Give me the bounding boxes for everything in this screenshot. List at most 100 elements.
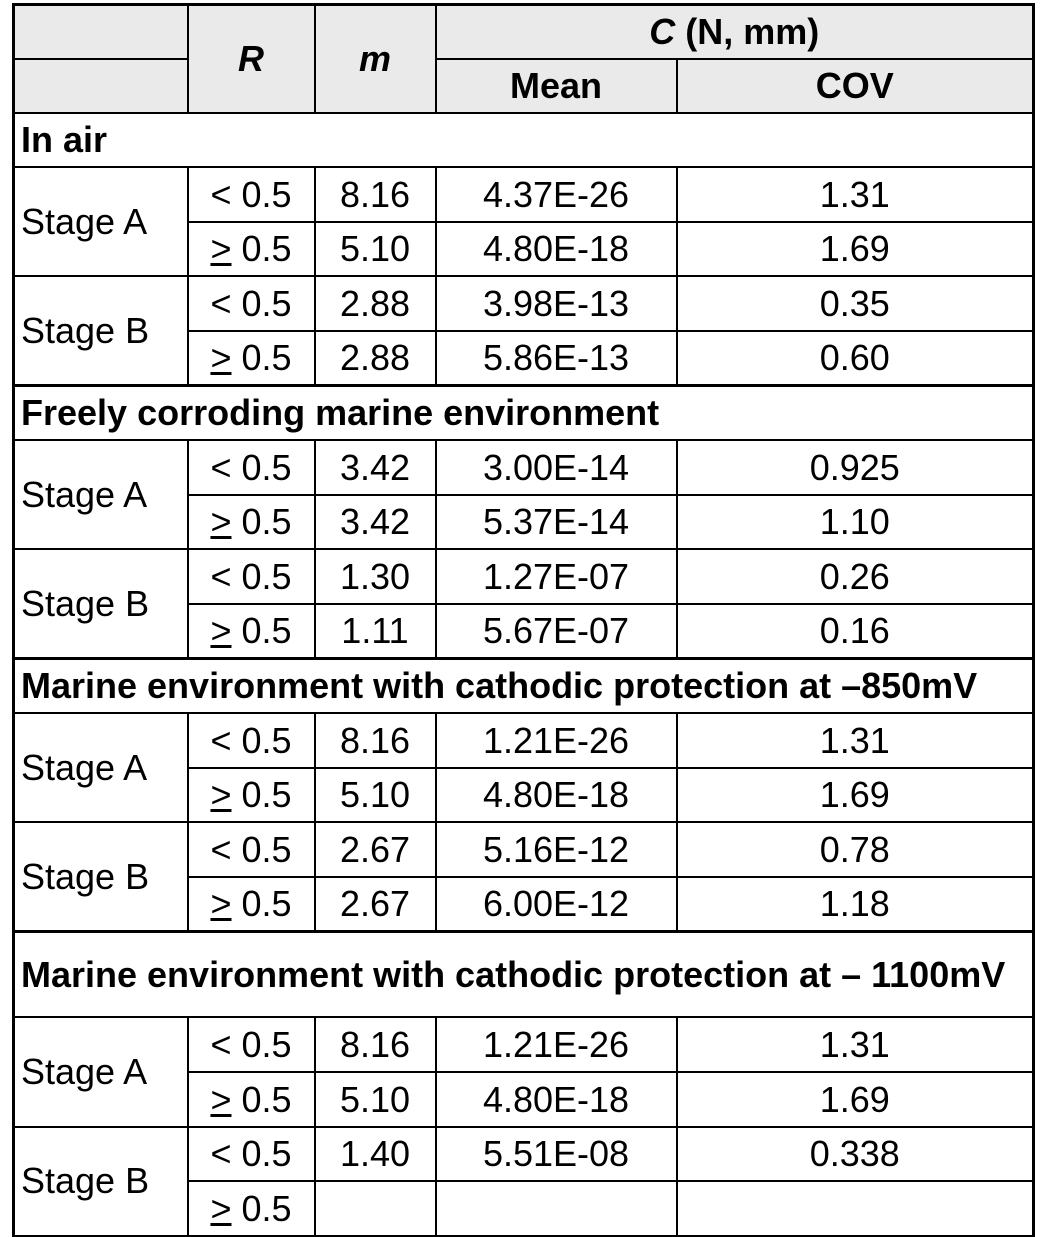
r-symbol: <	[210, 173, 232, 215]
stage-label: Stage B	[12, 821, 189, 933]
cov-cell: 0.78	[675, 821, 1035, 878]
mean-cell: 1.21E-26	[434, 712, 678, 769]
r-symbol: <	[210, 282, 232, 324]
r-symbol: >	[210, 337, 232, 379]
stage-label: Stage B	[12, 275, 189, 387]
header-corner-cell-lower	[12, 57, 189, 114]
cov-cell: 1.10	[675, 493, 1035, 551]
r-value: 0.5	[231, 555, 292, 597]
header-c: C (N, mm)	[434, 3, 1035, 60]
r-value: 0.5	[231, 1133, 292, 1175]
cov-cell: 0.26	[675, 548, 1035, 605]
table-row: > 0.5 5.10 4.80E-18 1.69	[14, 220, 1035, 278]
r-value: 0.5	[231, 1078, 292, 1120]
section-title: Marine environment with cathodic protect…	[12, 656, 1035, 715]
table-row: > 0.5 5.10 4.80E-18 1.69	[14, 766, 1035, 824]
mean-cell: 4.80E-18	[434, 766, 678, 824]
r-value: 0.5	[231, 228, 292, 270]
stage-label: Stage A	[12, 166, 189, 278]
r-symbol: >	[210, 228, 232, 270]
stage-label: Stage A	[12, 1016, 189, 1128]
mean-cell	[434, 1180, 678, 1237]
r-value: 0.5	[231, 501, 292, 543]
r-value: 0.5	[231, 774, 292, 816]
mean-cell: 3.00E-14	[434, 439, 678, 496]
r-symbol: <	[210, 555, 232, 597]
r-value: 0.5	[231, 828, 292, 870]
r-cell: > 0.5	[186, 1180, 316, 1237]
r-symbol: <	[210, 719, 232, 761]
table-row: Stage A < 0.5 3.42 3.00E-14 0.925	[12, 439, 1035, 551]
section-title: In air	[12, 111, 1035, 169]
m-cell: 1.11	[313, 602, 437, 660]
r-symbol: >	[210, 1078, 232, 1120]
header-r: R	[186, 3, 316, 114]
cov-cell: 0.925	[675, 439, 1035, 496]
r-value: 0.5	[231, 719, 292, 761]
r-cell: > 0.5	[186, 875, 316, 933]
table-row: > 0.5 5.10 4.80E-18 1.69	[14, 1071, 1035, 1128]
r-cell: > 0.5	[186, 766, 316, 824]
table-row: Stage B < 0.5 1.40 5.51E-08 0.338	[12, 1125, 1035, 1237]
stage-label: Stage A	[12, 712, 189, 824]
cov-cell: 1.69	[675, 766, 1035, 824]
r-cell: > 0.5	[186, 1071, 316, 1128]
r-cell: < 0.5	[186, 821, 316, 878]
m-cell: 8.16	[313, 712, 437, 769]
table-row: Stage B < 0.5 2.67 5.16E-12 0.78	[12, 821, 1035, 933]
r-value: 0.5	[231, 883, 292, 925]
r-symbol: >	[210, 774, 232, 816]
stage-label: Stage B	[12, 548, 189, 660]
table-row: Stage A < 0.5 8.16 1.21E-26 1.31	[12, 712, 1035, 824]
r-value: 0.5	[231, 446, 292, 488]
table-row: Stage A < 0.5 8.16 4.37E-26 1.31	[12, 166, 1035, 278]
m-cell	[313, 1180, 437, 1237]
table-row: > 0.5 2.88 5.86E-13 0.60	[14, 329, 1035, 387]
mean-cell: 3.98E-13	[434, 275, 678, 332]
r-cell: > 0.5	[186, 602, 316, 660]
table-row: Stage B < 0.5 2.88 3.98E-13 0.35	[12, 275, 1035, 387]
r-symbol: >	[210, 610, 232, 652]
stage-label: Stage B	[12, 1125, 189, 1237]
stage-label: Stage A	[12, 439, 189, 551]
r-symbol: <	[210, 828, 232, 870]
cov-cell: 0.60	[675, 329, 1035, 387]
r-cell: > 0.5	[186, 329, 316, 387]
r-symbol: <	[210, 1023, 232, 1065]
m-cell: 3.42	[313, 493, 437, 551]
r-cell: < 0.5	[186, 712, 316, 769]
r-value: 0.5	[231, 1023, 292, 1065]
r-cell: < 0.5	[186, 439, 316, 496]
mean-cell: 1.21E-26	[434, 1016, 678, 1073]
table-body: In air Stage A < 0.5 8.16 4.37E-26 1.31 > 0.5 5…	[12, 111, 1035, 1237]
r-value: 0.5	[231, 610, 292, 652]
table-row: > 0.5 2.67 6.00E-12 1.18	[14, 875, 1035, 933]
mean-cell: 5.51E-08	[434, 1125, 678, 1183]
m-cell: 5.10	[313, 220, 437, 278]
mean-cell: 5.37E-14	[434, 493, 678, 551]
m-cell: 8.16	[313, 1016, 437, 1073]
cov-cell: 0.16	[675, 602, 1035, 660]
r-symbol: >	[210, 883, 232, 925]
m-cell: 8.16	[313, 166, 437, 223]
cov-cell: 1.18	[675, 875, 1035, 933]
m-cell: 2.88	[313, 275, 437, 332]
mean-cell: 5.16E-12	[434, 821, 678, 878]
r-cell: > 0.5	[186, 493, 316, 551]
cov-cell: 0.35	[675, 275, 1035, 332]
table-row: Stage A < 0.5 8.16 1.21E-26 1.31	[12, 1016, 1035, 1128]
mean-cell: 5.67E-07	[434, 602, 678, 660]
r-value: 0.5	[231, 173, 292, 215]
r-value: 0.5	[231, 337, 292, 379]
mean-cell: 4.80E-18	[434, 220, 678, 278]
r-value: 0.5	[231, 282, 292, 324]
r-symbol: >	[210, 1187, 232, 1229]
r-cell: < 0.5	[186, 1016, 316, 1073]
cov-cell	[675, 1180, 1035, 1237]
header-corner-cell	[12, 3, 189, 60]
m-cell: 1.40	[313, 1125, 437, 1183]
table-row: > 0.5 3.42 5.37E-14 1.10	[14, 493, 1035, 551]
table-row: > 0.5 1.11 5.67E-07 0.16	[14, 602, 1035, 660]
m-cell: 5.10	[313, 1071, 437, 1128]
table-row: Stage B < 0.5 1.30 1.27E-07 0.26	[12, 548, 1035, 660]
